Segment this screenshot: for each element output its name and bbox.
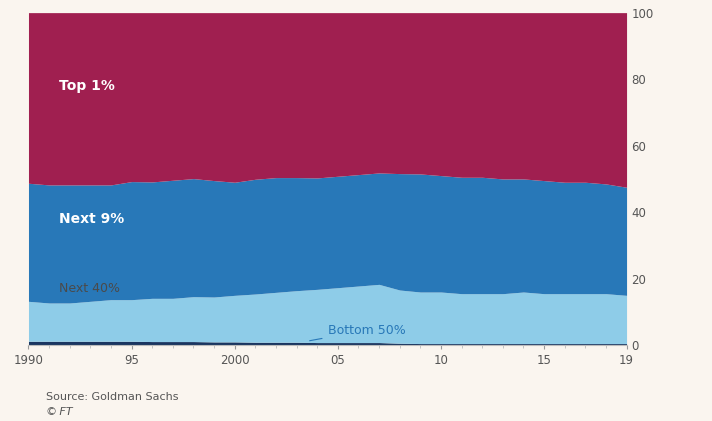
Text: Next 9%: Next 9% <box>59 212 125 226</box>
Text: Bottom 50%: Bottom 50% <box>310 324 405 341</box>
Text: Top 1%: Top 1% <box>59 79 115 93</box>
Text: Source: Goldman Sachs: Source: Goldman Sachs <box>46 392 179 402</box>
Text: Next 40%: Next 40% <box>59 282 120 295</box>
Text: © FT: © FT <box>46 407 73 417</box>
